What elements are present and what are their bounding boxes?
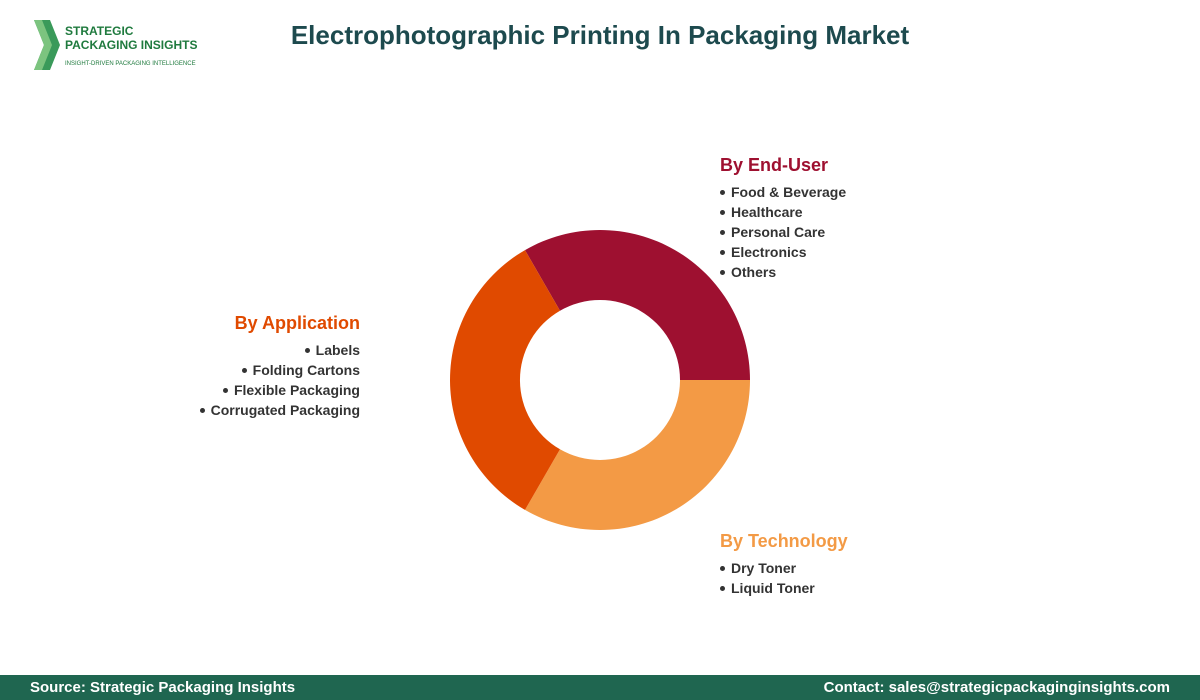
bullet [222, 387, 228, 393]
item-text: Labels [315, 342, 360, 358]
list-item: Personal Care [720, 222, 846, 242]
graphics [34, 20, 750, 530]
bullet [720, 249, 725, 255]
footer: Source: Strategic Packaging Insights Con… [0, 675, 1200, 700]
item-text: Healthcare [731, 204, 803, 220]
bullet [720, 585, 725, 591]
segment-title: By Application [234, 313, 360, 333]
list-item: Food & Beverage [720, 182, 846, 202]
list-item: Flexible Packaging [200, 380, 360, 400]
list-item: Dry Toner [720, 558, 848, 578]
logo-line: PACKAGING INSIGHTS [65, 38, 198, 52]
item-text: Dry Toner [731, 560, 797, 576]
bullet [241, 367, 247, 373]
list-item: Others [720, 262, 846, 282]
segment-title: By Technology [720, 531, 848, 551]
item-text: Liquid Toner [731, 580, 815, 596]
title: Electrophotographic Printing In Packagin… [290, 20, 910, 50]
segment-title: By End-User [720, 155, 829, 175]
item-text: Corrugated Packaging [210, 402, 360, 418]
item-text: Personal Care [731, 224, 826, 240]
segment-technology [525, 380, 750, 530]
bullet [720, 209, 725, 215]
item-text: Food & Beverage [731, 184, 847, 200]
bullet [720, 269, 725, 275]
list-item: Labels [200, 340, 360, 360]
item-text: Electronics [731, 244, 807, 260]
item-text: Flexible Packaging [233, 382, 360, 398]
bullet [720, 189, 725, 195]
contact: Contact: sales@strategicpackaginginsight… [823, 679, 1170, 696]
bullet [720, 229, 725, 235]
segment-label: By Technology Dry Toner Liquid Toner [720, 531, 848, 598]
bullet [199, 407, 205, 413]
segment-label: By Application Labels Folding Cartons Flexi… [199, 313, 360, 420]
logo-chevron-light [34, 20, 52, 70]
logo-tagline: INSIGHT-DRIVEN PACKAGING INTELLIGENCE [65, 61, 196, 67]
list-item: Corrugated Packaging [199, 400, 360, 420]
bullet [304, 347, 310, 353]
segment-end-user [525, 230, 750, 380]
list-item: Folding Cartons [200, 360, 360, 380]
list-item: Liquid Toner [720, 578, 848, 598]
list-item: Healthcare [720, 202, 846, 222]
item-text: Others [731, 264, 777, 280]
item-text: Folding Cartons [252, 362, 360, 378]
segment-application [450, 250, 560, 510]
logo-line: STRATEGIC [65, 24, 134, 38]
source: Source: Strategic Packaging Insights [30, 679, 296, 696]
list-item: Electronics [720, 242, 846, 262]
bullet [720, 565, 725, 571]
segment-label: By End-User Food & Beverage Healthcare Pers… [720, 155, 846, 282]
